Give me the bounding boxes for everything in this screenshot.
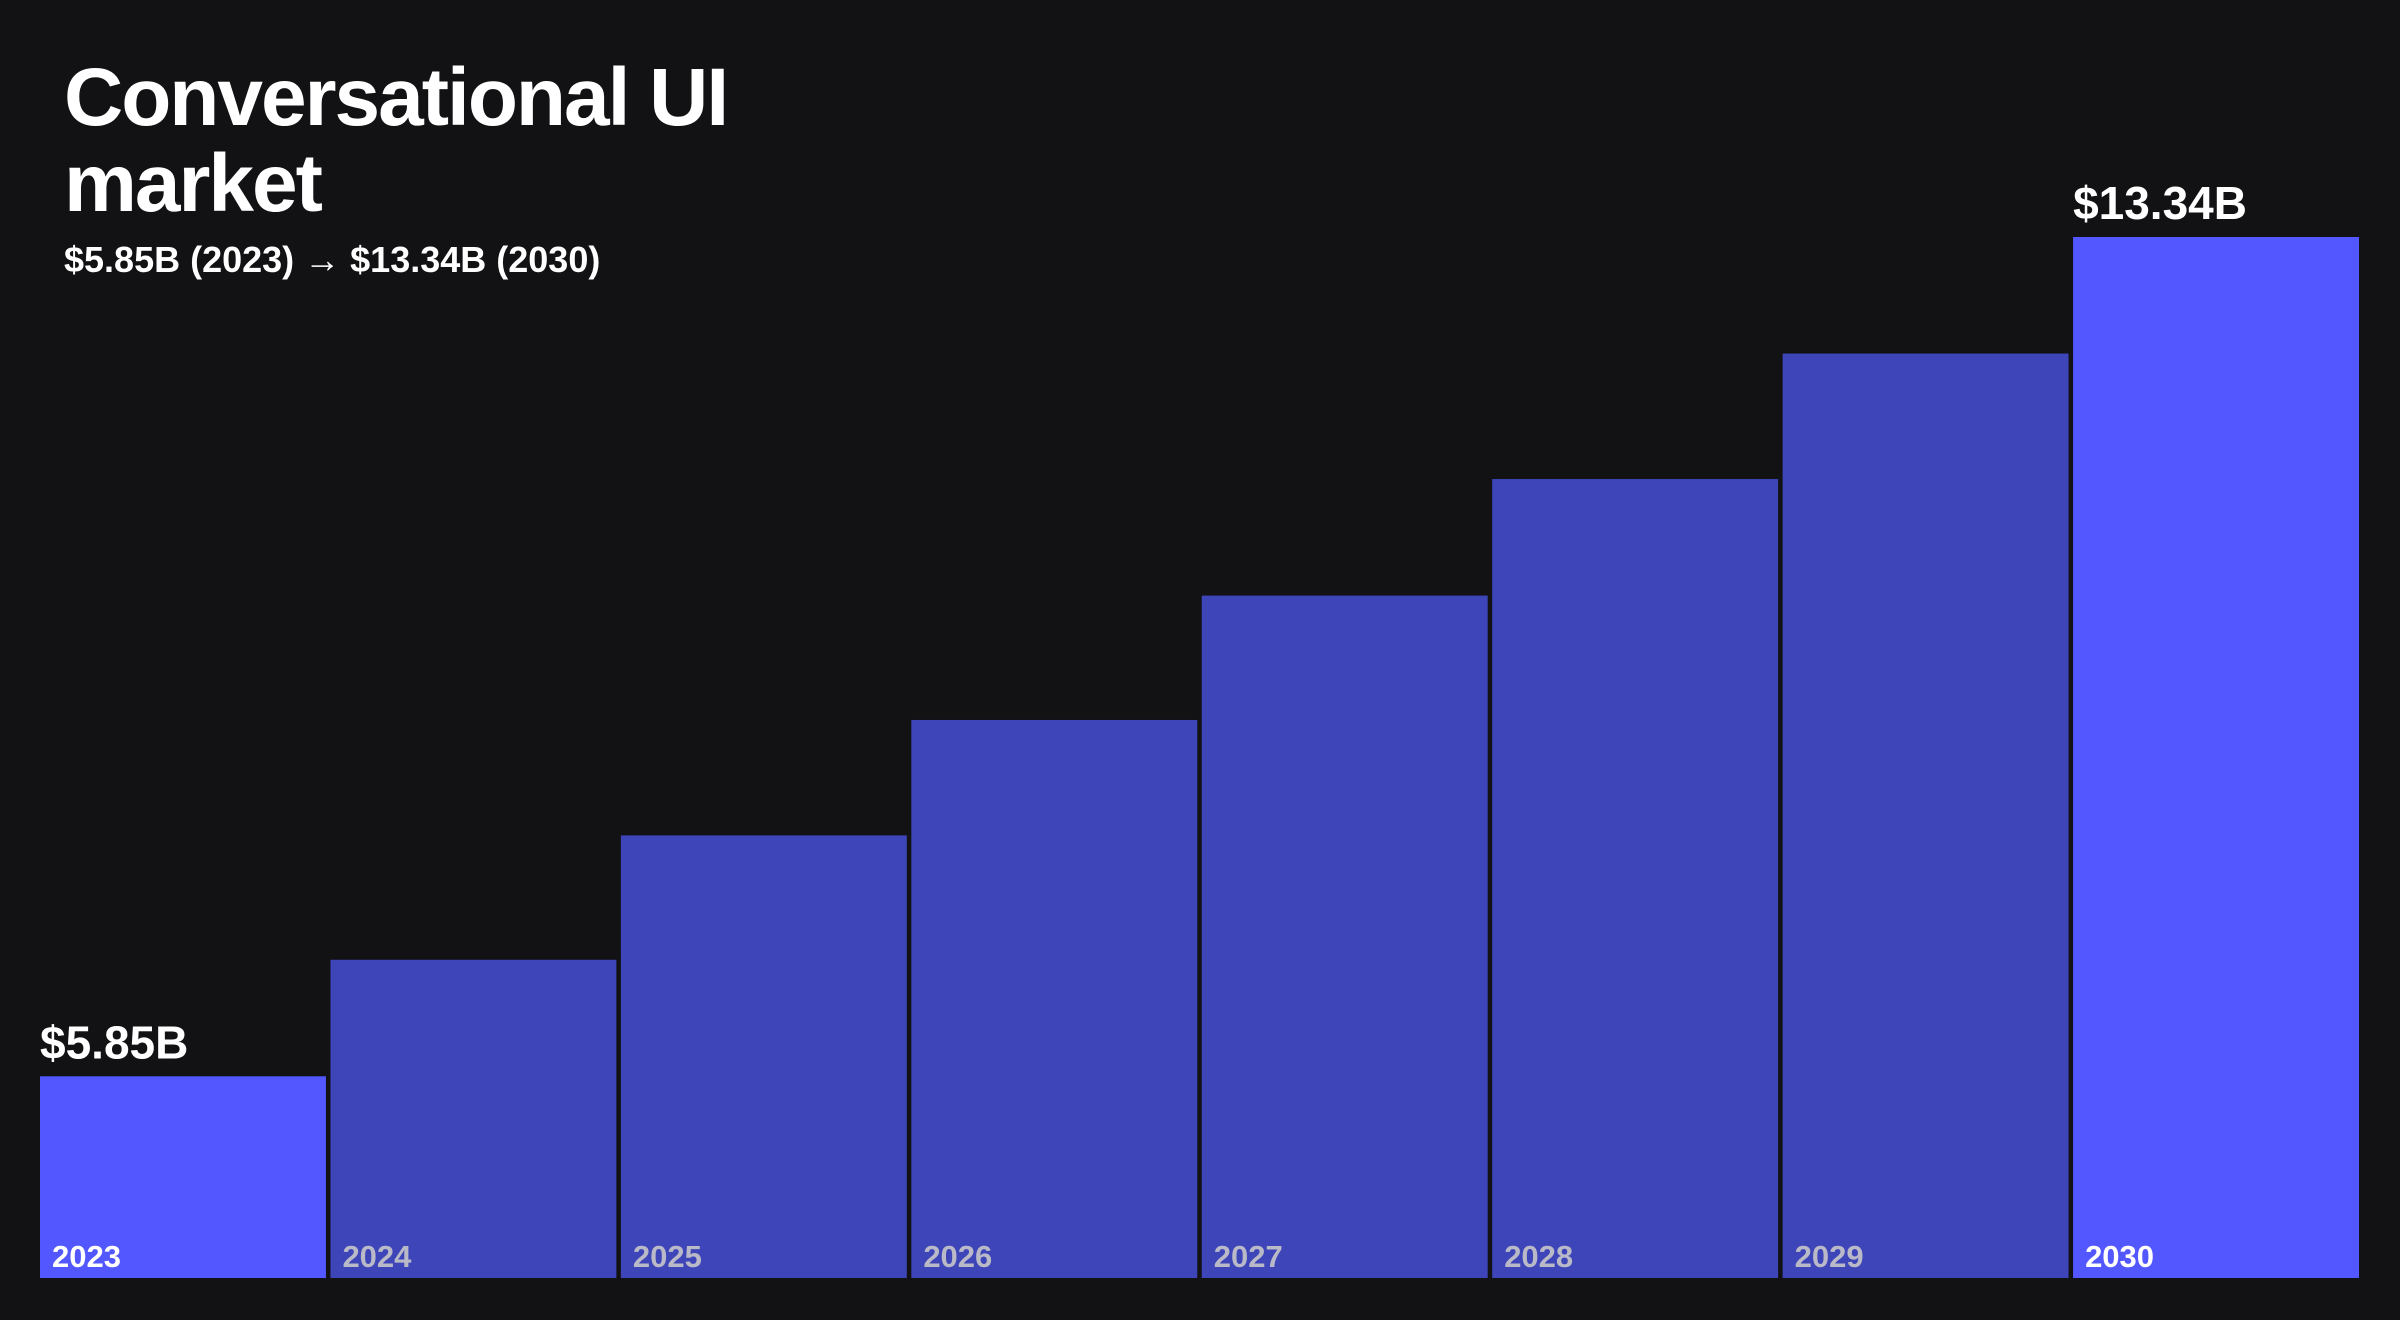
bar [40,1076,326,1278]
x-tick-label: 2030 [2085,1239,2154,1274]
bar [2073,237,2359,1278]
title-line: Conversational UI [64,52,727,143]
x-tick-label: 2026 [923,1239,992,1274]
bar [620,835,907,1278]
x-tick-label: 2027 [1214,1239,1283,1274]
chart-title: Conversational UI market [64,52,727,229]
bar [1201,595,1488,1278]
x-tick-label: 2028 [1504,1239,1573,1274]
bar [330,959,617,1278]
value-label: $13.34B [2073,177,2247,229]
bar [1492,479,1779,1278]
x-tick-label: 2025 [633,1239,702,1274]
chart-subtitle: $5.85B (2023) → $13.34B (2030) [64,239,600,280]
x-tick-label: 2029 [1795,1239,1864,1274]
value-label: $5.85B [40,1016,188,1068]
bar [1782,353,2069,1278]
x-tick-label: 2024 [342,1239,412,1274]
title-line: market [64,138,323,229]
bar [911,719,1198,1278]
x-tick-label: 2023 [52,1239,121,1274]
